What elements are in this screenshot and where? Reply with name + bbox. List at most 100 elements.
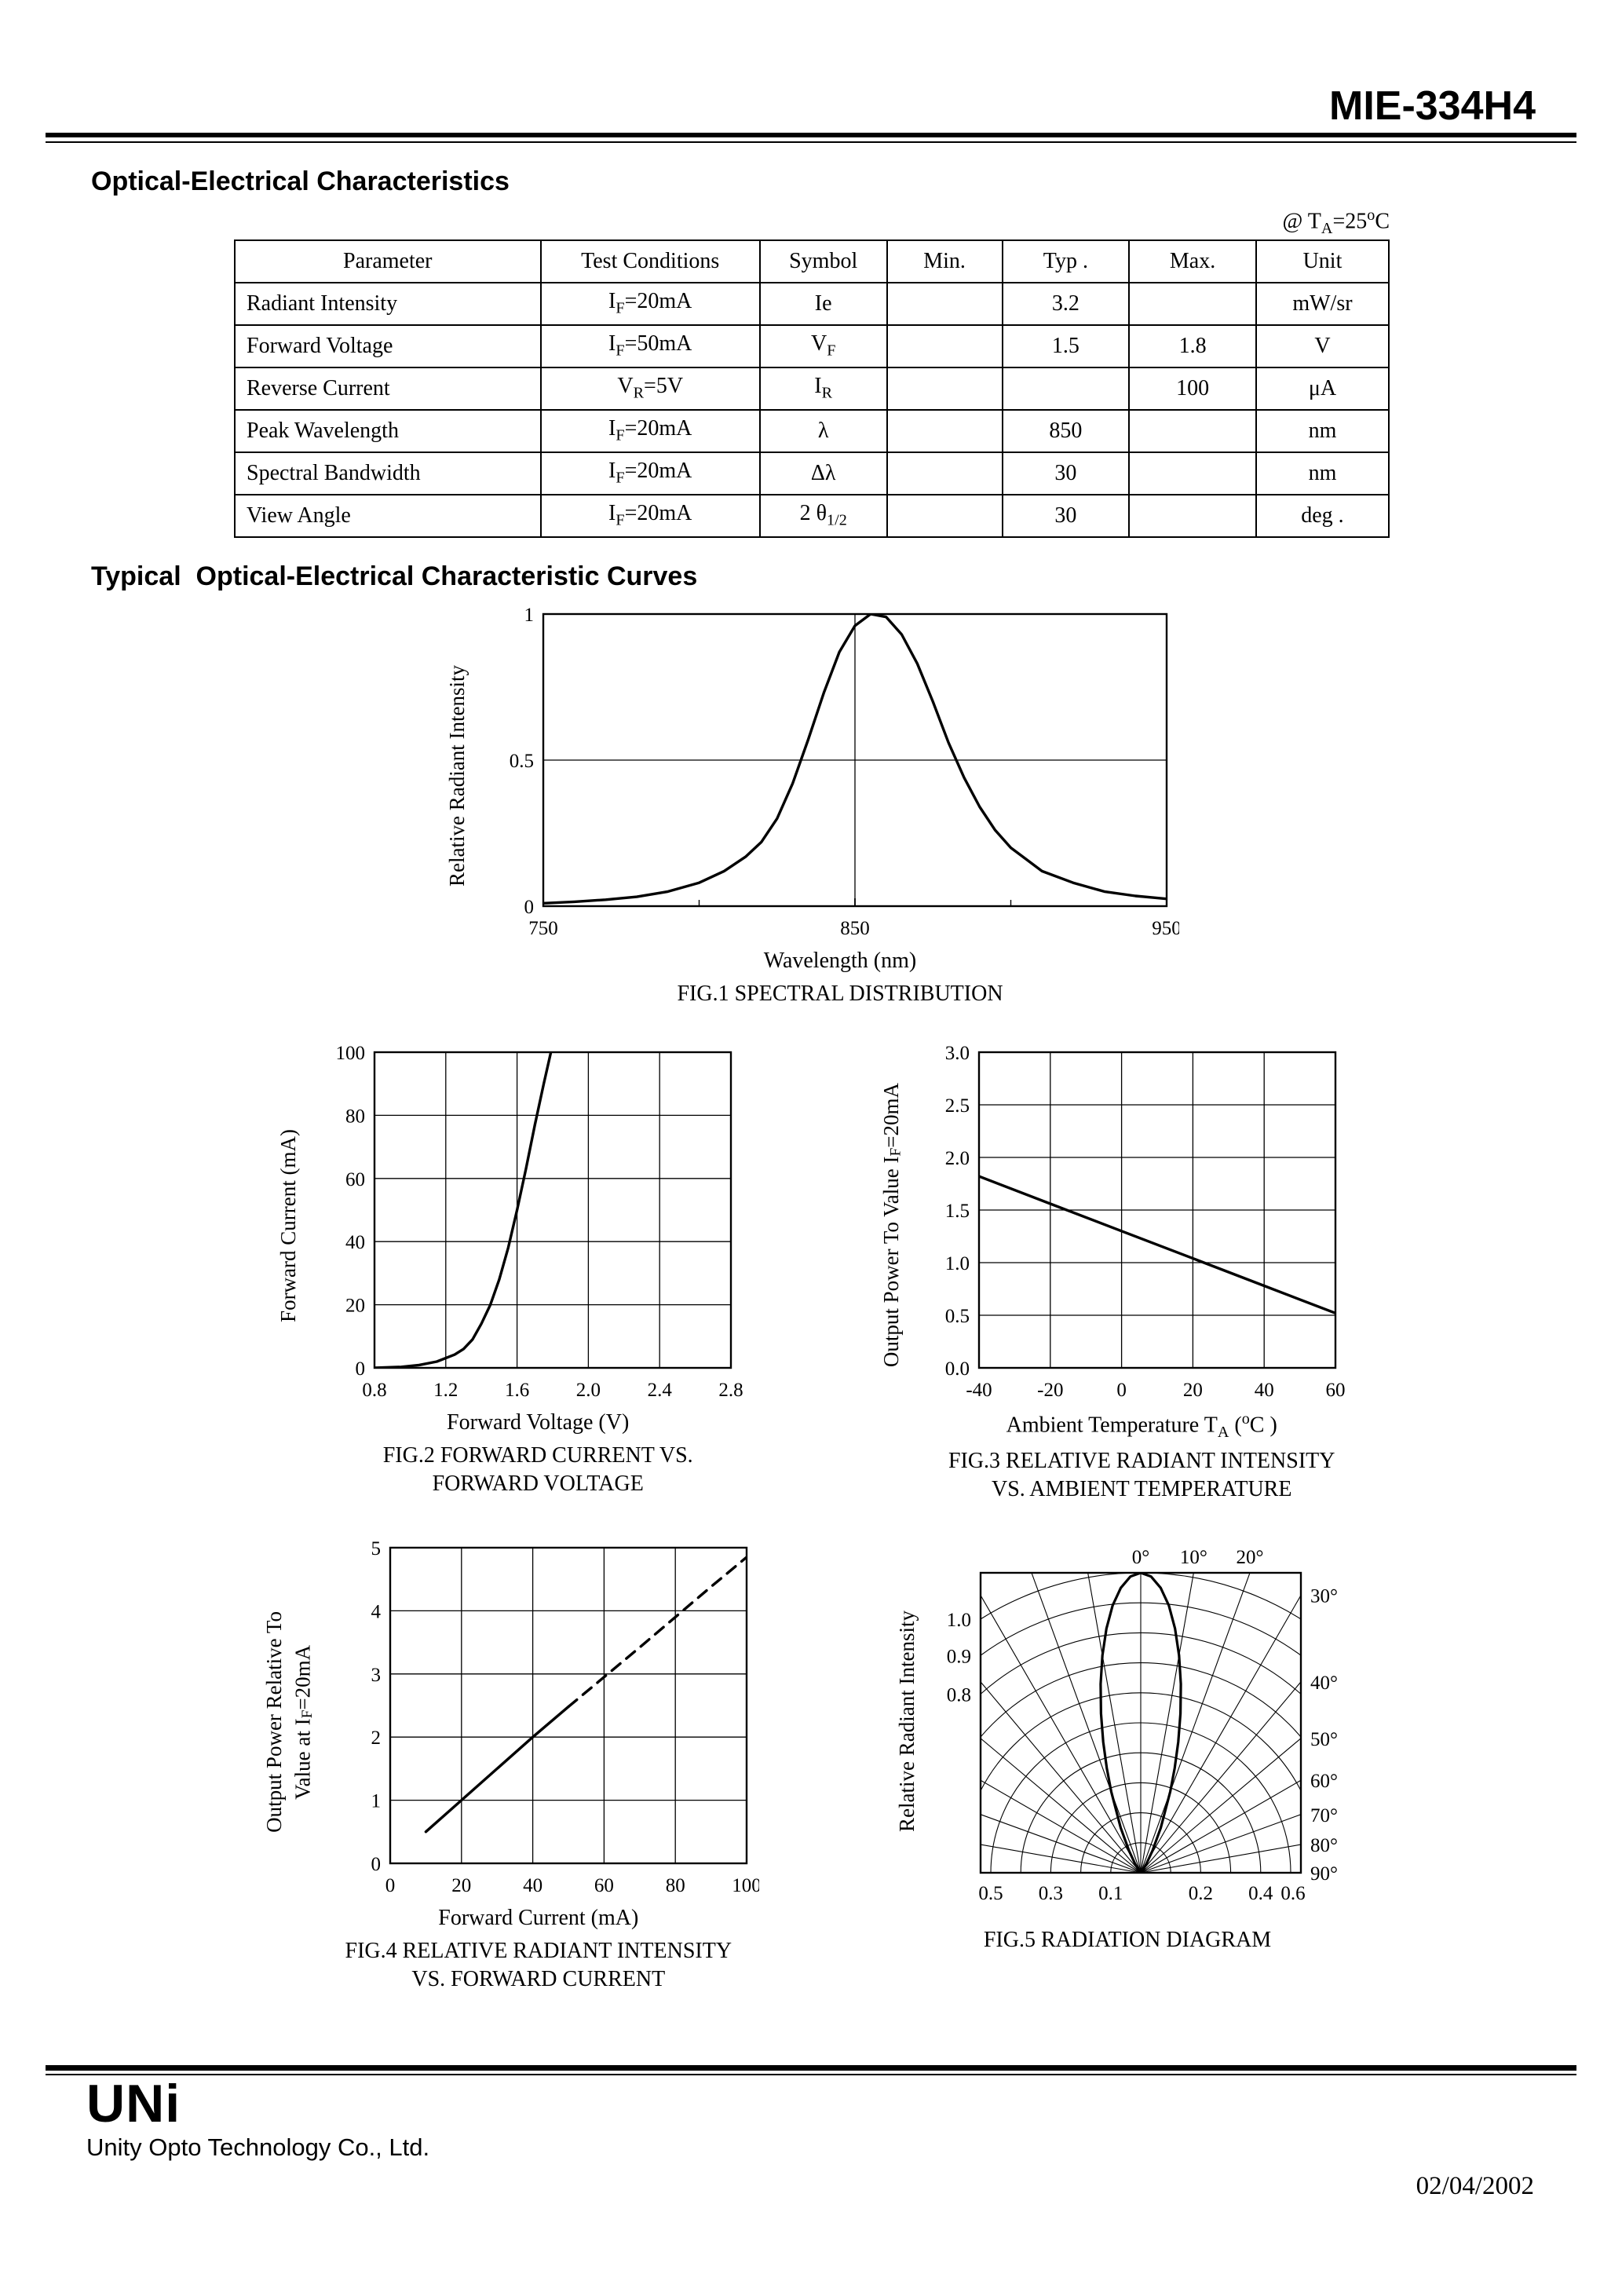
svg-text:100: 100: [336, 1043, 366, 1064]
svg-text:80°: 80°: [1310, 1835, 1338, 1856]
fig5-caption: FIG.5 RADIATION DIAGRAM: [983, 1928, 1272, 1953]
cell-parameter: Peak Wavelength: [234, 408, 542, 453]
cell-min: [886, 366, 1003, 411]
svg-text:0.9: 0.9: [947, 1647, 971, 1668]
svg-text:20: 20: [345, 1295, 365, 1316]
cell-parameter: View Angle: [234, 493, 542, 538]
svg-text:1: 1: [524, 605, 535, 626]
cell-symbol: 2 θ1/2: [758, 493, 888, 538]
cell-unit: V: [1255, 324, 1390, 368]
svg-text:30°: 30°: [1310, 1586, 1338, 1607]
svg-text:20: 20: [1183, 1380, 1203, 1401]
fig2-caption-line1: FIG.2 FORWARD CURRENT VS.: [382, 1442, 693, 1468]
fig5-y-axis-label: Relative Radiant Intensity: [894, 1610, 919, 1833]
cell-symbol: λ: [758, 408, 888, 453]
test-condition-note: @ TA=25oC: [1282, 206, 1390, 237]
svg-text:0.6: 0.6: [1281, 1883, 1306, 1904]
svg-text:2.0: 2.0: [576, 1380, 601, 1401]
cell-max: [1128, 281, 1257, 326]
cell-symbol: IR: [758, 366, 888, 411]
svg-text:40: 40: [345, 1232, 365, 1253]
figure-3-intensity-vs-temperature: Output Power To Value IF=20mA -40 -20 0 20 4…: [877, 1041, 1348, 1503]
svg-text:0.8: 0.8: [947, 1685, 971, 1706]
cell-min: [886, 408, 1003, 453]
svg-text:0: 0: [371, 1854, 381, 1875]
fig1-x-axis-label: Wavelength (nm): [763, 948, 917, 973]
section-title-curves: Typical Optical-Electrical Characteristi…: [91, 561, 698, 591]
svg-text:1.0: 1.0: [945, 1253, 970, 1274]
svg-text:0.4: 0.4: [1248, 1883, 1273, 1904]
table-row-reverse-current: Reverse Current VR=5V IR 100 μA: [234, 366, 1390, 411]
svg-text:0.0: 0.0: [945, 1358, 970, 1380]
table-row-forward-voltage: Forward Voltage IF=50mA VF 1.5 1.8 V: [234, 324, 1390, 368]
fig2-caption-line2: FORWARD VOLTAGE: [432, 1471, 644, 1496]
col-header-test-conditions: Test Conditions: [539, 239, 761, 283]
svg-text:0: 0: [385, 1875, 396, 1896]
figure-2-forward-current-vs-voltage: Forward Current (mA) 0.8 1.2 1.6 2.0 2.4 2.8 0…: [274, 1041, 743, 1503]
svg-text:2.5: 2.5: [945, 1095, 970, 1117]
fig1-caption: FIG.1 SPECTRAL DISTRIBUTION: [677, 981, 1003, 1006]
cell-parameter: Radiant Intensity: [234, 281, 542, 326]
fig2-y-axis-label: Forward Current (mA): [276, 1128, 300, 1322]
svg-text:1: 1: [371, 1791, 381, 1812]
cell-typ: 850: [1001, 408, 1131, 453]
cell-typ: 3.2: [1001, 281, 1131, 326]
figure-4-intensity-vs-current: Output Power Relative To Value at IF=20mA…: [260, 1537, 759, 1992]
svg-text:20: 20: [451, 1875, 471, 1896]
cell-typ: 30: [1001, 493, 1131, 538]
svg-text:-20: -20: [1037, 1380, 1063, 1401]
table-row-view-angle: View Angle IF=20mA 2 θ1/2 30 deg .: [234, 493, 1390, 538]
cell-unit: nm: [1255, 451, 1390, 495]
svg-text:0: 0: [1116, 1380, 1127, 1401]
svg-text:80: 80: [666, 1875, 685, 1896]
cell-symbol: Δλ: [758, 451, 888, 495]
cell-min: [886, 451, 1003, 495]
col-header-unit: Unit: [1255, 239, 1390, 283]
fig2-x-axis-label: Forward Voltage (V): [447, 1409, 630, 1435]
svg-text:0.3: 0.3: [1039, 1883, 1063, 1904]
cell-parameter: Reverse Current: [234, 366, 542, 411]
cell-max: 100: [1128, 366, 1257, 411]
cell-max: [1128, 408, 1257, 453]
header-rule: [46, 132, 1576, 143]
cell-typ: 30: [1001, 451, 1131, 495]
fig5-polar-chart: 0° 10° 20° 30° 40° 50° 60° 70° 80° 90° 1.0 0.9 0.8 0.…: [947, 1547, 1338, 1904]
svg-text:0.2: 0.2: [1189, 1883, 1213, 1904]
cell-min: [886, 493, 1003, 538]
svg-text:1.5: 1.5: [945, 1201, 970, 1222]
svg-text:2.4: 2.4: [648, 1380, 673, 1401]
table-row-radiant-intensity: Radiant Intensity IF=20mA Ie 3.2 mW/sr: [234, 281, 1390, 326]
cell-symbol: Ie: [758, 281, 888, 326]
svg-text:2.8: 2.8: [719, 1380, 743, 1401]
fig4-chart: 0 20 40 60 80 100 0 1 2 3 4 5: [371, 1538, 759, 1896]
cell-unit: μA: [1255, 366, 1390, 411]
page-title: MIE-334H4: [1329, 83, 1536, 129]
col-header-symbol: Symbol: [758, 239, 888, 283]
footer: UNi Unity Opto Technology Co., Ltd.: [46, 2065, 1576, 2162]
company-name: Unity Opto Technology Co., Ltd.: [86, 2133, 430, 2161]
svg-text:-40: -40: [966, 1380, 992, 1401]
table-row-spectral-bandwidth: Spectral Bandwidth IF=20mA Δλ 30 nm: [234, 451, 1390, 495]
col-header-parameter: Parameter: [234, 239, 542, 283]
svg-text:2.0: 2.0: [945, 1148, 970, 1169]
footer-rule: [46, 2065, 1576, 2075]
col-header-typ: Typ .: [1001, 239, 1131, 283]
svg-text:850: 850: [840, 918, 870, 939]
fig1-y-axis-label: Relative Radiant Intensity: [444, 664, 469, 887]
svg-text:3.0: 3.0: [945, 1043, 970, 1064]
uni-logo: UNi: [86, 2074, 181, 2133]
fig3-caption-line2: VS. AMBIENT TEMPERATURE: [991, 1477, 1292, 1502]
cell-parameter: Spectral Bandwidth: [234, 451, 542, 495]
svg-text:750: 750: [528, 918, 558, 939]
fig4-caption-line1: FIG.4 RELATIVE RADIANT INTENSITY: [345, 1939, 732, 1964]
cell-conditions: IF=20mA: [539, 493, 761, 538]
cell-min: [886, 281, 1003, 326]
svg-text:0.5: 0.5: [945, 1306, 970, 1327]
svg-text:0: 0: [356, 1358, 366, 1380]
svg-text:40: 40: [1255, 1380, 1274, 1401]
cell-min: [886, 324, 1003, 368]
svg-text:50°: 50°: [1310, 1729, 1338, 1750]
cell-typ: 1.5: [1001, 324, 1131, 368]
figure-5-radiation-diagram: Relative Radiant Intensity 0° 10° 20° 30° 40…: [893, 1537, 1362, 1992]
cell-parameter: Forward Voltage: [234, 324, 542, 368]
